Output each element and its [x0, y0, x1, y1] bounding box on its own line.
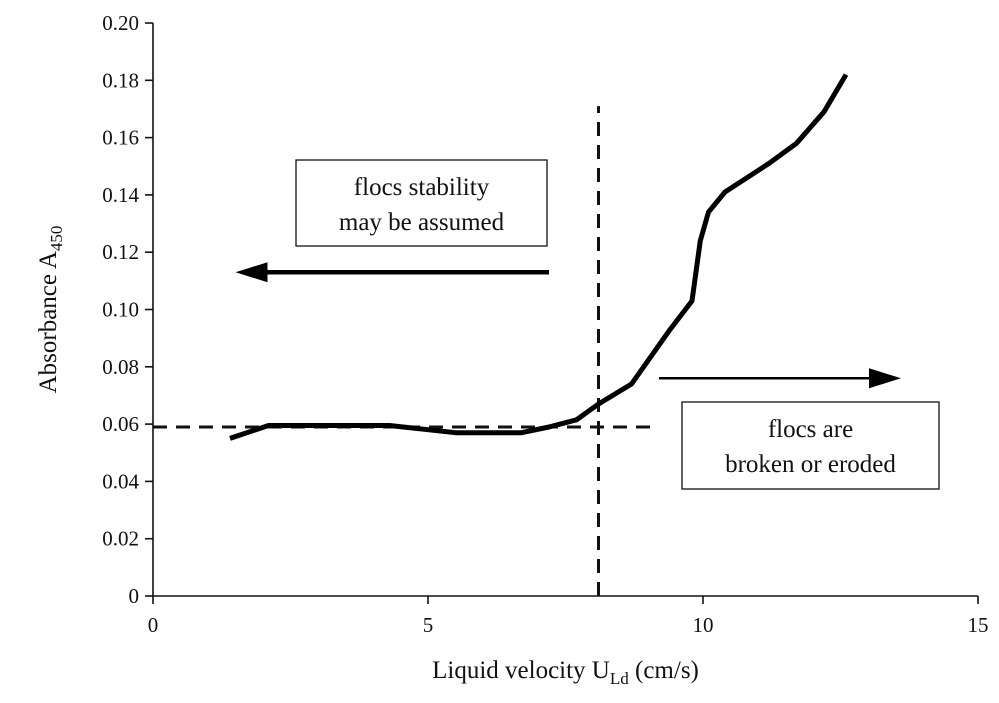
y-tick-label: 0.12 — [102, 240, 139, 264]
x-axis-label: Liquid velocity ULd (cm/s) — [432, 657, 699, 688]
y-tick-label: 0.06 — [102, 412, 139, 436]
x-tick-label: 0 — [148, 613, 159, 637]
series-line — [229, 73, 849, 441]
x-tick-label: 10 — [693, 613, 714, 637]
annotation-text: may be assumed — [339, 209, 505, 236]
y-tick-label: 0.04 — [102, 469, 139, 493]
y-tick-label: 0.14 — [102, 183, 139, 207]
series-group — [229, 73, 849, 441]
y-tick-label: 0 — [129, 584, 140, 608]
y-tick-label: 0.02 — [102, 527, 139, 551]
x-tick-label: 5 — [423, 613, 434, 637]
y-tick-label: 0.16 — [102, 126, 139, 150]
x-axis-label-main: Liquid velocity U — [432, 657, 610, 684]
y-axis-label: Absorbance A450 — [35, 226, 66, 394]
annotation-text: flocs stability — [354, 174, 490, 201]
annotation-box — [681, 401, 940, 490]
annotation-text: broken or eroded — [725, 451, 896, 478]
y-axis-label-subscript: 450 — [47, 226, 66, 252]
annotation-arrow-head — [235, 262, 268, 283]
y-tick-label: 0.18 — [102, 68, 139, 92]
annotations: flocs stability may be assumed flocs are br… — [235, 159, 940, 490]
reference-lines — [153, 106, 654, 596]
axes: 0 5 10 15 0 0.02 0.04 0.06 0.08 0.10 0.12 0.14 0.16 0… — [102, 11, 988, 637]
x-axis-label-subscript: Ld — [610, 669, 629, 688]
y-tick-label: 0.20 — [102, 11, 139, 35]
annotation-box — [295, 159, 548, 247]
y-axis-label-main: Absorbance A — [35, 251, 62, 393]
annotation-arrow-head — [869, 368, 901, 389]
x-tick-label: 15 — [968, 613, 989, 637]
annotation-text: flocs are — [768, 416, 853, 443]
axis-labels: Liquid velocity ULd (cm/s) Absorbance A45… — [35, 226, 699, 688]
y-tick-label: 0.08 — [102, 355, 139, 379]
y-tick-label: 0.10 — [102, 298, 139, 322]
x-axis-label-unit: (cm/s) — [629, 657, 699, 684]
